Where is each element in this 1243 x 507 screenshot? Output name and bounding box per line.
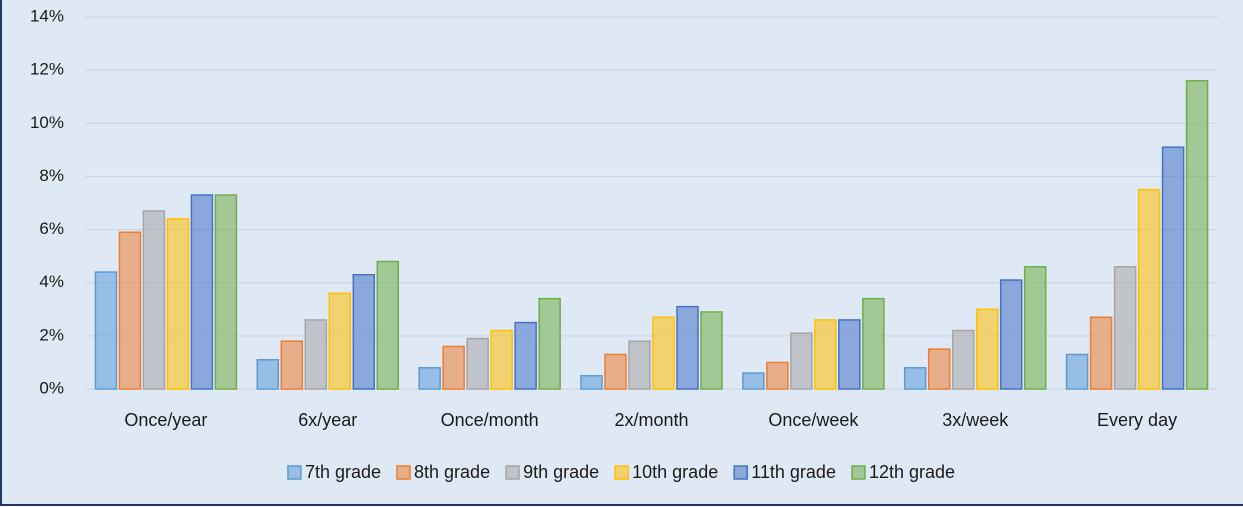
bar (652, 316, 675, 390)
bar (951, 329, 975, 390)
x-tick-label: Once/month (441, 410, 539, 430)
bar (1137, 188, 1161, 390)
bar (862, 297, 885, 390)
bar (766, 361, 789, 390)
bar (256, 359, 280, 390)
legend-swatch (287, 465, 302, 480)
legend-label: 10th grade (632, 462, 718, 482)
x-tick-label: Every day (1097, 410, 1177, 430)
bar (975, 308, 999, 390)
bar (418, 366, 441, 390)
y-tick-label: 4% (39, 272, 64, 291)
bar (118, 231, 142, 390)
legend-swatch (614, 465, 629, 480)
bar (742, 372, 765, 390)
bar (838, 319, 861, 390)
x-tick-label: 2x/month (614, 410, 688, 430)
bar (166, 218, 190, 390)
bar (304, 319, 328, 390)
legend-swatch (733, 465, 748, 480)
bar (676, 305, 699, 390)
bar (1065, 353, 1089, 390)
bar (280, 340, 304, 390)
x-tick-label: Once/week (768, 410, 859, 430)
y-tick-label: 10% (30, 113, 64, 132)
bar (790, 332, 813, 390)
y-tick-label: 12% (30, 60, 64, 79)
bar (814, 319, 837, 390)
bar (580, 374, 603, 390)
bar (466, 337, 489, 390)
bar (903, 366, 927, 390)
bar (1185, 80, 1209, 390)
bar (628, 340, 651, 390)
bar (514, 321, 537, 390)
bar (94, 271, 118, 390)
x-tick-label: 3x/week (942, 410, 1009, 430)
bar (142, 210, 166, 390)
bar (538, 297, 561, 390)
legend-swatch (505, 465, 520, 480)
bar (376, 260, 400, 390)
bar (927, 348, 951, 390)
bar (490, 329, 513, 390)
bar (1089, 316, 1113, 390)
x-tick-label: 6x/year (298, 410, 357, 430)
bar (1113, 266, 1137, 390)
y-tick-label: 2% (39, 325, 64, 344)
legend-label: 8th grade (414, 462, 490, 482)
legend-label: 9th grade (523, 462, 599, 482)
bar (352, 273, 376, 390)
bar (1161, 146, 1185, 390)
bar (214, 194, 238, 390)
bar (190, 194, 214, 390)
y-tick-label: 8% (39, 166, 64, 185)
legend-label: 7th grade (305, 462, 381, 482)
bar (604, 353, 627, 390)
legend-label: 12th grade (869, 462, 955, 482)
x-tick-label: Once/year (124, 410, 207, 430)
bar (442, 345, 465, 390)
y-tick-label: 14% (30, 6, 64, 25)
bar (328, 292, 352, 390)
bar (999, 279, 1023, 390)
legend-label: 11th grade (751, 462, 836, 482)
legend-swatch (851, 465, 866, 480)
y-tick-label: 6% (39, 219, 64, 238)
legend-swatch (396, 465, 411, 480)
y-tick-label: 0% (39, 378, 64, 397)
bar (1023, 266, 1047, 390)
bar (700, 311, 723, 390)
